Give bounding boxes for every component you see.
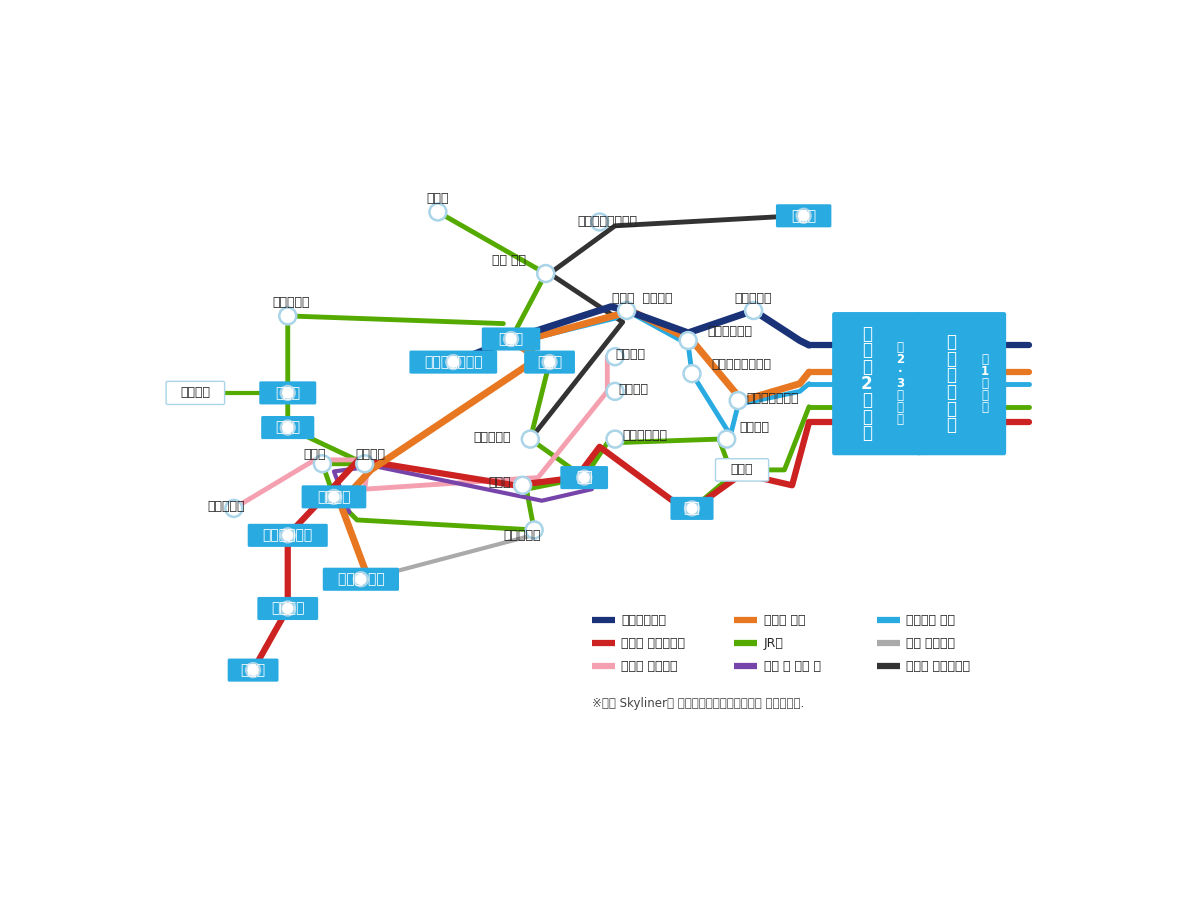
FancyBboxPatch shape (262, 416, 314, 439)
Text: 게이세이 본선: 게이세이 본선 (906, 614, 955, 626)
FancyBboxPatch shape (671, 497, 714, 520)
Circle shape (730, 462, 746, 479)
FancyBboxPatch shape (832, 312, 922, 455)
Text: 센가쿠지: 센가쿠지 (355, 448, 385, 461)
Text: 하네다 공항: 하네다 공항 (337, 572, 384, 586)
Text: 지바: 지바 (684, 501, 701, 516)
Text: 게이세이나리타: 게이세이나리타 (746, 392, 798, 405)
Text: 하마마쓰초: 하마마쓰초 (504, 529, 541, 542)
Text: 시나가와: 시나가와 (317, 490, 350, 504)
Circle shape (281, 386, 295, 400)
FancyBboxPatch shape (481, 328, 540, 350)
Text: 도쿄 모노레일: 도쿄 모노레일 (906, 636, 955, 650)
FancyBboxPatch shape (166, 382, 224, 404)
FancyBboxPatch shape (715, 459, 769, 482)
Text: JR선: JR선 (763, 636, 784, 650)
Circle shape (606, 348, 624, 365)
Circle shape (685, 501, 698, 516)
FancyBboxPatch shape (776, 204, 832, 228)
Circle shape (606, 382, 624, 400)
Circle shape (577, 471, 592, 484)
Circle shape (730, 392, 746, 410)
Text: 아사쿠사: 아사쿠사 (619, 382, 649, 396)
Circle shape (314, 455, 331, 472)
FancyBboxPatch shape (524, 350, 575, 374)
Text: 신바시: 신바시 (488, 476, 511, 490)
Text: 게이세이우에노: 게이세이우에노 (424, 356, 482, 369)
Text: 요코하마: 요코하마 (271, 601, 305, 616)
Text: 기타 센주: 기타 센주 (492, 254, 527, 267)
Text: 도쿄: 도쿄 (576, 471, 593, 484)
Text: 액세스 특급: 액세스 특급 (763, 614, 805, 626)
FancyBboxPatch shape (917, 312, 1006, 455)
FancyBboxPatch shape (247, 524, 328, 547)
Text: 스카이라이너: 스카이라이너 (622, 614, 666, 626)
Circle shape (328, 490, 341, 504)
Circle shape (226, 500, 242, 517)
Text: 아사쿠사바시: 아사쿠사바시 (623, 428, 667, 442)
Circle shape (281, 601, 295, 616)
FancyBboxPatch shape (409, 350, 497, 374)
Circle shape (606, 430, 624, 447)
Circle shape (797, 209, 810, 222)
FancyBboxPatch shape (323, 568, 400, 590)
Circle shape (281, 420, 295, 435)
Text: 공
항
제
2
빌
딩
역: 공 항 제 2 빌 딩 역 (860, 325, 872, 443)
FancyBboxPatch shape (301, 485, 366, 508)
Text: 닛포리: 닛포리 (498, 332, 523, 346)
Text: 나리타 익스프레스: 나리타 익스프레스 (622, 636, 685, 650)
Circle shape (514, 477, 532, 494)
Text: 도에이 아사쿠사: 도에이 아사쿠사 (622, 660, 678, 673)
Text: 게이세이후나바시: 게이세이후나바시 (712, 358, 772, 371)
FancyBboxPatch shape (228, 659, 278, 681)
Text: 신카마가야: 신카마가야 (734, 292, 773, 305)
Text: 나리타: 나리타 (731, 464, 754, 476)
Circle shape (280, 308, 296, 324)
Circle shape (538, 266, 554, 282)
Text: ※일부 Skyliner는 아오토역・신카마가야역에 정차합니다.: ※일부 Skyliner는 아오토역・신카마가야역에 정차합니다. (592, 698, 804, 710)
Circle shape (745, 302, 762, 319)
Circle shape (504, 332, 518, 346)
Text: 미나미나가레야마: 미나미나가레야마 (577, 215, 637, 229)
Text: 이케부쿠로: 이케부쿠로 (272, 296, 311, 310)
Circle shape (430, 203, 446, 220)
Circle shape (592, 213, 608, 230)
Text: 아키하바라: 아키하바라 (474, 431, 511, 444)
FancyBboxPatch shape (259, 382, 317, 404)
Text: 제
2
·
3
터
미
널: 제 2 · 3 터 미 널 (896, 341, 904, 427)
Text: 오시아게: 오시아게 (616, 348, 646, 361)
Circle shape (246, 663, 260, 677)
Text: 고탄다: 고탄다 (304, 448, 326, 461)
Text: 우에노: 우에노 (536, 356, 562, 369)
FancyBboxPatch shape (257, 597, 318, 620)
Text: 하치오지: 하치오지 (180, 386, 210, 400)
Circle shape (618, 302, 635, 319)
Circle shape (281, 528, 295, 543)
Text: 게이 헌 급행 선: 게이 헌 급행 선 (763, 660, 821, 673)
Text: 시부야: 시부야 (275, 420, 300, 435)
Circle shape (679, 332, 697, 349)
Text: 히가시마쓰도: 히가시마쓰도 (708, 325, 752, 338)
Text: 나
리
타
공
항
역: 나 리 타 공 항 역 (947, 333, 956, 434)
Text: 아오토  다카사고: 아오토 다카사고 (612, 292, 672, 305)
Text: 후나바시: 후나바시 (739, 421, 769, 434)
Circle shape (522, 430, 539, 447)
Text: 오미야: 오미야 (427, 193, 449, 205)
Circle shape (526, 521, 542, 538)
Text: 니시마고메: 니시마고메 (208, 500, 245, 513)
Text: 제
1
터
미
널: 제 1 터 미 널 (980, 353, 989, 414)
FancyBboxPatch shape (560, 466, 608, 490)
Text: 신주쿠: 신주쿠 (275, 386, 300, 400)
Circle shape (684, 365, 701, 382)
Circle shape (356, 455, 373, 472)
Text: 츠쿠바: 츠쿠바 (791, 209, 816, 223)
Circle shape (446, 356, 461, 369)
Text: 무사시코스기: 무사시코스기 (263, 528, 313, 543)
Circle shape (718, 430, 736, 447)
Text: 오후나: 오후나 (240, 663, 265, 677)
Circle shape (354, 572, 368, 586)
Circle shape (542, 356, 557, 369)
Text: 츠쿠바 익스프레스: 츠쿠바 익스프레스 (906, 660, 970, 673)
